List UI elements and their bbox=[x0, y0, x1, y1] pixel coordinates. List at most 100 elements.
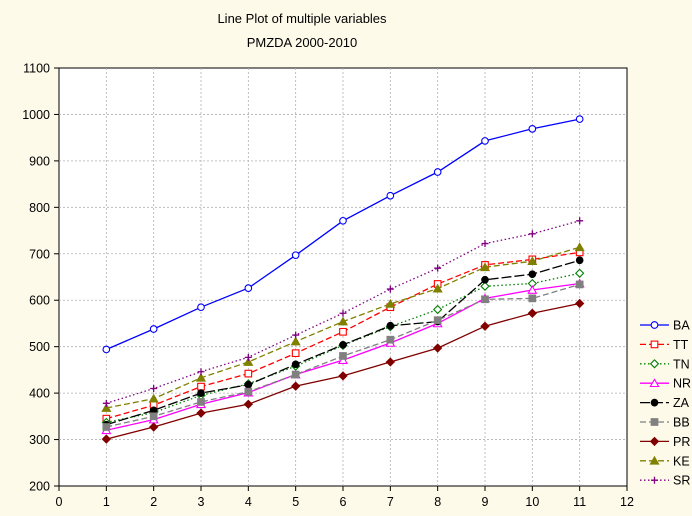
data-point-ba bbox=[244, 284, 253, 292]
data-point-pr bbox=[527, 308, 538, 318]
data-point-sr bbox=[386, 285, 394, 293]
data-point-tt bbox=[244, 369, 253, 378]
data-point-bb bbox=[102, 423, 111, 431]
legend-label-ke: KE bbox=[673, 454, 690, 468]
data-point-pr bbox=[385, 357, 396, 367]
data-point-za bbox=[291, 360, 300, 369]
data-point-bb bbox=[575, 280, 584, 289]
data-point-ba bbox=[528, 124, 537, 133]
data-point-ke bbox=[148, 393, 159, 403]
data-point-tn bbox=[480, 281, 490, 291]
data-point-ba bbox=[197, 303, 205, 312]
data-point-ke bbox=[385, 298, 396, 308]
legend-label-tn: TN bbox=[673, 357, 690, 371]
data-point-tt bbox=[291, 349, 300, 358]
legend-marker-sr bbox=[651, 476, 658, 484]
data-point-sr bbox=[434, 264, 442, 272]
chart-title: Line Plot of multiple variables bbox=[217, 11, 387, 26]
series-ba bbox=[102, 115, 584, 354]
x-tick-label: 1 bbox=[103, 495, 110, 509]
y-tick-label: 300 bbox=[29, 433, 50, 447]
data-point-bb bbox=[433, 316, 442, 325]
x-tick-label: 10 bbox=[525, 495, 539, 509]
y-tick-label: 700 bbox=[29, 247, 50, 261]
x-tick-label: 7 bbox=[387, 495, 394, 509]
data-point-sr bbox=[197, 368, 205, 376]
x-tick-label: 9 bbox=[482, 495, 489, 509]
series-ke bbox=[101, 242, 585, 412]
data-point-pr bbox=[338, 371, 348, 381]
legend-marker-nr bbox=[649, 378, 660, 388]
data-point-tt bbox=[339, 327, 347, 336]
legend-item-sr: SR bbox=[640, 474, 690, 488]
legend-item-pr: PR bbox=[640, 435, 690, 449]
legend-marker-ba bbox=[650, 321, 659, 329]
y-tick-label: 400 bbox=[29, 387, 50, 401]
data-point-sr bbox=[481, 240, 489, 248]
data-point-za bbox=[386, 321, 395, 330]
series-line-sr bbox=[106, 220, 580, 404]
data-point-ke bbox=[337, 316, 349, 326]
data-point-ke bbox=[432, 283, 443, 293]
legend-marker-tn bbox=[649, 359, 660, 369]
legend-item-za: ZA bbox=[640, 396, 690, 410]
y-tick-label: 200 bbox=[29, 480, 50, 494]
legend-label-za: ZA bbox=[673, 396, 690, 410]
series-pr bbox=[101, 298, 585, 444]
data-point-ba bbox=[291, 251, 300, 260]
legend: BA TT TN NR ZA BB PR KE SR bbox=[640, 319, 691, 488]
legend-label-tt: TT bbox=[673, 338, 689, 352]
data-point-bb bbox=[149, 412, 158, 421]
data-point-tn bbox=[432, 304, 443, 315]
data-point-ba bbox=[575, 115, 584, 123]
data-point-sr bbox=[576, 217, 584, 225]
legend-label-ba: BA bbox=[673, 319, 690, 333]
legend-item-tn: TN bbox=[640, 357, 690, 371]
legend-item-nr: NR bbox=[640, 377, 691, 391]
x-tick-label: 0 bbox=[56, 495, 63, 509]
data-point-bb bbox=[528, 294, 537, 303]
y-tick-label: 1000 bbox=[22, 108, 50, 122]
data-point-sr bbox=[244, 353, 252, 361]
data-point-bb bbox=[386, 335, 395, 344]
data-point-ke bbox=[527, 256, 538, 266]
legend-item-ba: BA bbox=[640, 319, 690, 333]
x-tick-label: 12 bbox=[620, 495, 634, 509]
data-point-pr bbox=[243, 399, 254, 409]
legend-marker-za bbox=[650, 398, 659, 407]
axes: 0 1 2 3 4 5 6 7 8 9 10 11 12200300400500600700800900… bbox=[22, 62, 634, 510]
series-group bbox=[101, 115, 585, 444]
data-point-ke bbox=[574, 242, 585, 252]
x-tick-label: 8 bbox=[434, 495, 441, 509]
legend-marker-tt bbox=[650, 340, 659, 349]
data-point-ba bbox=[481, 137, 489, 145]
data-point-nr bbox=[337, 355, 349, 364]
data-point-pr bbox=[290, 381, 301, 391]
x-tick-label: 11 bbox=[573, 495, 586, 509]
legend-label-nr: NR bbox=[673, 377, 691, 391]
data-point-ke bbox=[243, 356, 254, 366]
data-point-za bbox=[481, 275, 489, 284]
legend-marker-bb bbox=[650, 418, 659, 426]
y-tick-label: 900 bbox=[29, 154, 50, 168]
data-point-sr bbox=[102, 399, 110, 407]
legend-label-bb: BB bbox=[673, 416, 690, 430]
data-point-sr bbox=[150, 384, 158, 392]
data-point-za bbox=[339, 340, 347, 349]
data-point-pr bbox=[432, 343, 443, 353]
legend-marker-ke bbox=[649, 455, 660, 465]
data-point-tn bbox=[574, 268, 585, 278]
data-point-tt bbox=[197, 382, 205, 391]
data-point-pr bbox=[196, 408, 206, 418]
data-point-ke bbox=[479, 262, 491, 272]
data-point-bb bbox=[197, 398, 205, 406]
x-tick-label: 5 bbox=[292, 495, 299, 509]
data-point-ba bbox=[339, 216, 347, 225]
y-tick-label: 500 bbox=[29, 340, 50, 354]
legend-item-tt: TT bbox=[640, 338, 689, 352]
data-point-pr bbox=[574, 298, 585, 309]
data-point-bb bbox=[244, 387, 253, 396]
legend-label-sr: SR bbox=[673, 474, 690, 488]
data-point-ke bbox=[101, 402, 112, 412]
